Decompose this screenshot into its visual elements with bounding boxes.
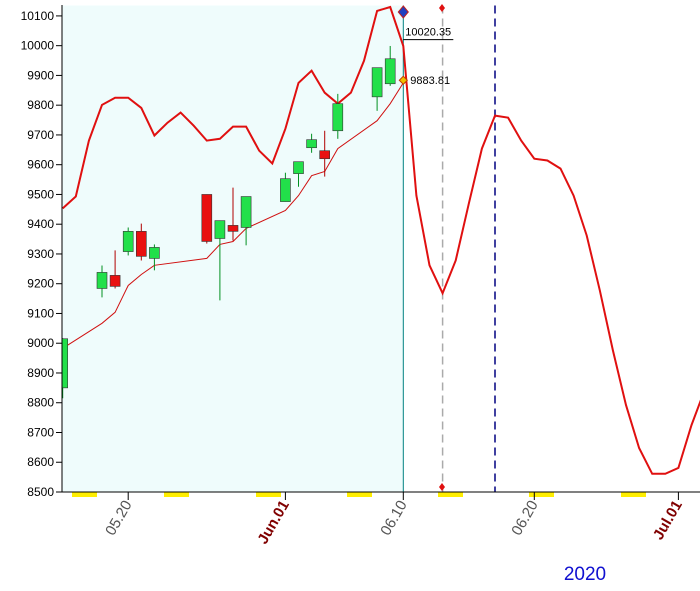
candle-body xyxy=(293,161,304,174)
candle-body xyxy=(136,231,147,257)
candle-body xyxy=(280,178,291,202)
x-tick-label: 06.10 xyxy=(377,498,410,539)
y-tick-label: 10000 xyxy=(21,39,55,53)
y-tick-label: 9900 xyxy=(27,68,54,82)
annotation-marker xyxy=(398,75,409,85)
annotation-label: 10020.35 xyxy=(405,27,451,39)
candle-body xyxy=(227,225,239,232)
y-tick-label: 8900 xyxy=(27,366,54,380)
x-tick-label: Jul.01 xyxy=(650,498,686,543)
history-area xyxy=(62,5,404,492)
year-label: 2020 xyxy=(564,564,606,585)
x-tick-label: 06.20 xyxy=(508,498,541,539)
x-tick-label: Jun.01 xyxy=(254,498,292,548)
candle-body xyxy=(371,67,383,98)
candle-body xyxy=(122,231,134,252)
candle-body xyxy=(96,272,108,289)
y-tick-label: 10100 xyxy=(21,9,55,23)
y-tick-label: 8600 xyxy=(27,455,54,469)
candle-body xyxy=(214,220,226,239)
y-tick-label: 9200 xyxy=(27,277,54,291)
y-tick-label: 9500 xyxy=(27,187,54,201)
y-tick-label: 9100 xyxy=(27,306,54,320)
candle-body xyxy=(62,338,69,389)
candle-body xyxy=(201,194,213,242)
y-tick-label: 9400 xyxy=(27,217,54,231)
current-marker xyxy=(397,5,409,19)
x-tick-label: 05.20 xyxy=(102,498,135,539)
y-tick-label: 9800 xyxy=(27,98,54,112)
y-tick-label: 8800 xyxy=(27,396,54,410)
weekend-markers xyxy=(72,492,646,497)
candle-body xyxy=(149,247,160,259)
line-series xyxy=(62,82,404,349)
annotation-label: 9883.81 xyxy=(410,75,450,87)
y-tick-label: 8700 xyxy=(27,425,54,439)
candle-body xyxy=(319,150,331,160)
candle-body xyxy=(332,103,344,132)
candle-body xyxy=(384,58,396,85)
candle-body xyxy=(109,275,121,287)
y-tick-label: 9700 xyxy=(27,128,54,142)
candle-body xyxy=(306,139,317,149)
y-tick-label: 9600 xyxy=(27,158,54,172)
y-tick-label: 8500 xyxy=(27,485,54,499)
line-series xyxy=(62,5,700,475)
y-tick-label: 9300 xyxy=(27,247,54,261)
candle-body xyxy=(240,196,252,228)
y-tick-label: 9000 xyxy=(27,336,54,350)
